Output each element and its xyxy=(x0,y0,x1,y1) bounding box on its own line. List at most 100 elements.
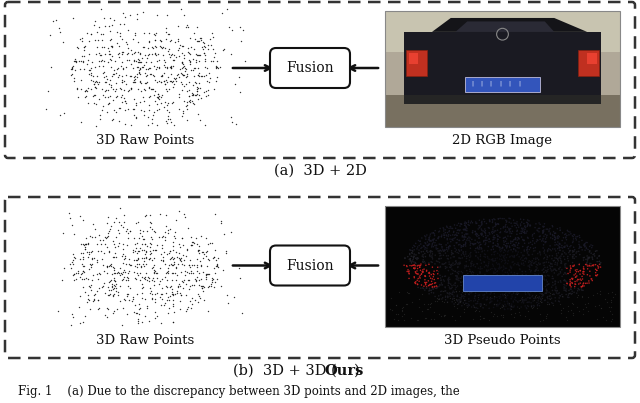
Point xyxy=(465,251,475,257)
Point xyxy=(96,52,106,58)
Point xyxy=(564,229,575,235)
Point xyxy=(488,285,498,292)
Point xyxy=(119,78,129,85)
Point xyxy=(579,266,589,272)
Point xyxy=(476,241,486,248)
Point xyxy=(438,247,448,253)
Point xyxy=(413,262,423,269)
Point xyxy=(112,29,122,36)
Point xyxy=(535,261,545,267)
Point xyxy=(125,228,135,235)
Point xyxy=(403,289,413,296)
Point xyxy=(459,295,469,301)
Point xyxy=(431,283,442,289)
Point xyxy=(411,260,421,267)
Point xyxy=(461,249,471,255)
Point xyxy=(493,303,503,309)
Point xyxy=(188,72,198,79)
Point xyxy=(424,242,434,248)
Point xyxy=(490,301,500,307)
Point xyxy=(571,274,581,280)
Point xyxy=(503,272,513,278)
Point xyxy=(574,239,584,245)
Point xyxy=(517,297,527,303)
Point xyxy=(192,256,202,262)
Point xyxy=(180,80,191,87)
Point xyxy=(204,256,214,263)
Point xyxy=(208,46,218,52)
Point xyxy=(173,94,184,100)
Point xyxy=(188,56,198,62)
Point xyxy=(584,280,594,286)
Point xyxy=(455,260,465,267)
Point xyxy=(485,291,495,297)
Point xyxy=(580,304,591,310)
Point xyxy=(516,304,526,310)
Point xyxy=(147,225,157,232)
Point xyxy=(424,282,434,289)
Point xyxy=(556,260,566,266)
Point xyxy=(535,236,545,243)
Point xyxy=(122,50,132,57)
Point xyxy=(584,254,595,260)
Point xyxy=(483,282,493,289)
Point xyxy=(429,242,440,249)
Point xyxy=(576,283,586,290)
Point xyxy=(179,55,189,62)
Point xyxy=(470,281,481,287)
Point xyxy=(129,106,139,112)
Point xyxy=(559,249,570,256)
Point xyxy=(549,291,559,298)
Point xyxy=(443,282,453,289)
Point xyxy=(481,268,492,274)
Point xyxy=(118,64,128,71)
Point xyxy=(452,276,462,283)
Point xyxy=(106,57,116,64)
Point xyxy=(162,284,172,291)
Point xyxy=(435,253,445,259)
Point xyxy=(464,234,474,240)
Point xyxy=(115,85,125,91)
Point xyxy=(542,253,552,260)
Point xyxy=(67,72,77,78)
Point xyxy=(162,297,172,304)
Point xyxy=(68,271,79,277)
Point xyxy=(534,295,544,302)
Point xyxy=(209,86,220,93)
Point xyxy=(188,67,198,73)
Point xyxy=(512,245,522,251)
Point xyxy=(486,251,497,258)
Point xyxy=(463,235,473,242)
Point xyxy=(135,71,145,77)
Point xyxy=(159,78,170,85)
Point xyxy=(459,277,469,283)
Point xyxy=(570,271,580,277)
Point xyxy=(410,279,420,286)
Point xyxy=(484,278,495,285)
Point xyxy=(198,73,209,79)
Point xyxy=(489,216,499,222)
Point xyxy=(607,316,617,322)
Polygon shape xyxy=(432,18,587,32)
Point xyxy=(445,290,456,297)
Point xyxy=(113,227,124,233)
Point xyxy=(500,259,511,266)
Point xyxy=(538,293,548,299)
Point xyxy=(541,286,552,293)
Point xyxy=(527,273,538,280)
Point xyxy=(512,227,522,233)
Point xyxy=(192,84,202,90)
Point xyxy=(417,269,428,275)
Point xyxy=(417,282,427,288)
Point xyxy=(486,229,497,235)
Point xyxy=(479,282,489,289)
Point xyxy=(568,263,579,269)
Point xyxy=(107,43,117,50)
Point xyxy=(493,216,503,222)
Point xyxy=(163,100,173,106)
Point xyxy=(437,243,447,250)
Point xyxy=(553,272,563,278)
Point xyxy=(493,243,503,249)
Point xyxy=(428,239,438,245)
Point xyxy=(184,298,195,305)
